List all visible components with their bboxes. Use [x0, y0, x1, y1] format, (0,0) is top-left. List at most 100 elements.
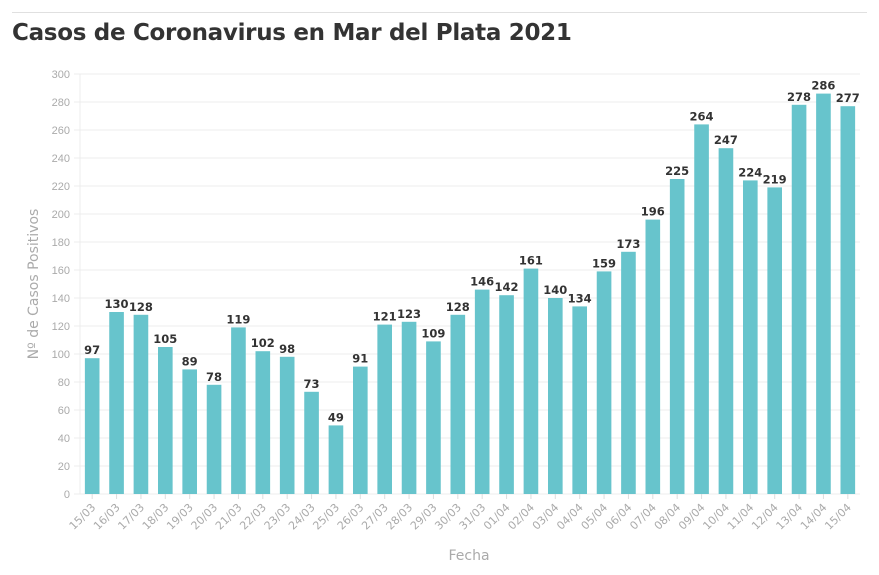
x-tick-label: 21/03: [213, 501, 245, 533]
bar: [767, 187, 782, 494]
bar: [694, 124, 709, 495]
x-tick-label: 26/03: [335, 501, 367, 533]
bar: [84, 358, 100, 494]
x-tick-label: 18/03: [140, 501, 172, 533]
y-tick-label: 200: [52, 209, 70, 221]
x-tick-label: 16/03: [91, 501, 123, 533]
data-label: 161: [519, 254, 543, 268]
x-tick-label: 27/03: [359, 501, 391, 533]
data-label: 224: [738, 165, 762, 179]
bar: [840, 106, 856, 494]
x-tick-label: 07/04: [627, 501, 659, 533]
bar: [621, 251, 636, 494]
data-label: 102: [251, 336, 275, 350]
bar: [450, 314, 466, 494]
top-divider: [12, 12, 867, 13]
x-tick-label: 03/04: [530, 501, 562, 533]
data-label: 196: [641, 205, 665, 219]
x-tick-label: 15/04: [822, 501, 854, 533]
y-axis-ticks: 0 20 40 60 80 100 120 140 160 180 200 220 240 260 280 3…: [52, 69, 70, 501]
x-tick-label: 15/03: [67, 501, 99, 533]
y-tick-label: 280: [52, 97, 70, 109]
data-label: 128: [129, 300, 153, 314]
y-tick-label: 180: [52, 237, 70, 249]
x-tick-label: 11/04: [725, 501, 757, 533]
data-label: 278: [787, 90, 811, 104]
data-label: 264: [690, 109, 714, 123]
y-tick-label: 60: [58, 405, 70, 417]
bar: [645, 219, 661, 494]
y-tick-label: 220: [52, 181, 70, 193]
x-tick-label: 28/03: [384, 501, 416, 533]
bar: [109, 312, 124, 494]
y-tick-label: 300: [52, 69, 70, 81]
bar: [182, 369, 197, 494]
data-label: 91: [352, 352, 368, 366]
bar: [743, 180, 758, 494]
x-tick-label: 10/04: [700, 501, 732, 533]
y-tick-label: 80: [58, 377, 70, 389]
bar: [791, 104, 807, 495]
x-tick-label: 02/04: [505, 501, 537, 533]
data-label: 140: [543, 283, 567, 297]
y-tick-label: 140: [52, 293, 70, 305]
y-tick-label: 0: [64, 489, 70, 501]
data-label: 123: [397, 307, 421, 321]
x-tick-label: 20/03: [189, 501, 221, 533]
y-tick-label: 120: [52, 321, 70, 333]
bar: [669, 179, 685, 494]
bar: [158, 347, 173, 494]
data-label: 97: [84, 343, 100, 357]
bar: [279, 356, 295, 494]
bar: [499, 295, 514, 494]
data-label: 98: [279, 342, 295, 356]
data-label: 159: [592, 256, 616, 270]
x-tick-label: 12/04: [749, 501, 781, 533]
x-tick-label: 09/04: [676, 501, 708, 533]
x-tick-label: 17/03: [115, 501, 147, 533]
y-tick-label: 100: [52, 349, 70, 361]
y-tick-label: 20: [58, 461, 70, 473]
x-tick-label: 13/04: [774, 501, 806, 533]
bar: [206, 384, 222, 494]
bar: [572, 306, 587, 494]
bars: [84, 93, 856, 495]
data-label: 128: [446, 300, 470, 314]
data-label: 225: [665, 164, 689, 178]
data-label: 286: [811, 79, 835, 93]
data-label: 173: [616, 237, 640, 251]
bar: [718, 148, 734, 494]
data-label: 89: [182, 354, 198, 368]
x-tick-label: 14/04: [798, 501, 830, 533]
chart-title: Casos de Coronavirus en Mar del Plata 20…: [12, 20, 572, 46]
x-tick-label: 19/03: [164, 501, 196, 533]
bar: [304, 391, 319, 494]
data-label: 134: [568, 291, 592, 305]
data-label: 73: [304, 377, 320, 391]
x-tick-label: 04/04: [554, 501, 586, 533]
bar: [133, 314, 149, 494]
data-label: 142: [495, 280, 519, 294]
y-tick-label: 240: [52, 153, 70, 165]
data-label: 78: [206, 370, 222, 384]
data-label: 277: [836, 91, 860, 105]
data-label: 121: [373, 310, 397, 324]
bar: [255, 351, 271, 494]
bar: [816, 93, 831, 494]
data-label: 219: [763, 172, 787, 186]
bar: [548, 298, 563, 494]
x-tick-label: 30/03: [432, 501, 464, 533]
x-tick-label: 24/03: [286, 501, 318, 533]
data-label: 247: [714, 133, 738, 147]
bar: [377, 324, 392, 494]
x-tick-label: 31/03: [457, 501, 489, 533]
x-tick-label: 29/03: [408, 501, 440, 533]
y-tick-label: 260: [52, 125, 70, 137]
x-tick-label: 22/03: [237, 501, 269, 533]
data-label: 49: [328, 410, 344, 424]
bar: [353, 366, 368, 494]
x-tick-label: 25/03: [310, 501, 342, 533]
bar: [523, 268, 539, 494]
x-tick-label: 01/04: [481, 501, 513, 533]
